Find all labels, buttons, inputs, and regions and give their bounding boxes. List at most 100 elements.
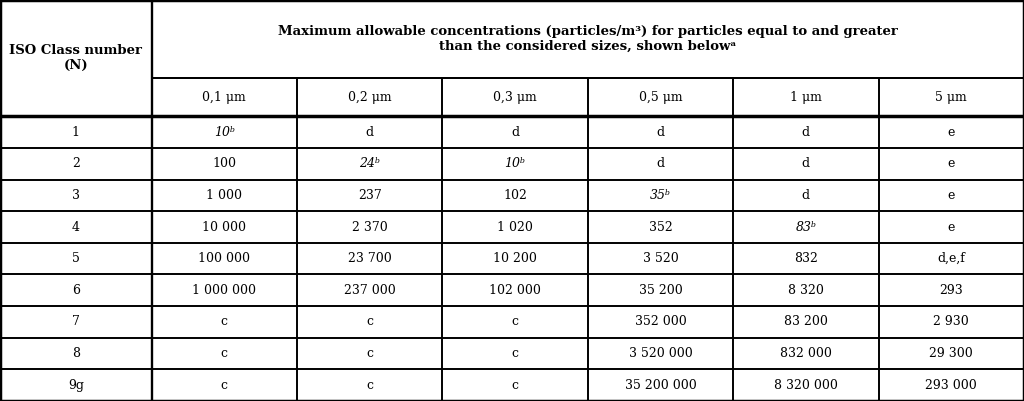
Bar <box>0 338 152 369</box>
Bar <box>588 338 733 369</box>
Bar <box>588 148 733 180</box>
Bar <box>152 180 297 211</box>
Text: 3 520: 3 520 <box>643 252 678 265</box>
Bar <box>442 243 588 274</box>
Bar <box>297 180 442 211</box>
Text: 0,1 μm: 0,1 μm <box>203 91 246 104</box>
Bar <box>297 180 442 211</box>
Text: 8 320: 8 320 <box>787 284 824 297</box>
Bar <box>879 243 1024 274</box>
Text: 1 020: 1 020 <box>497 221 534 233</box>
Text: 293: 293 <box>939 284 964 297</box>
Text: 100: 100 <box>212 157 237 170</box>
Bar <box>0 369 152 401</box>
Text: 102: 102 <box>503 189 527 202</box>
Bar <box>879 338 1024 369</box>
Bar <box>588 306 733 338</box>
Text: 832 000: 832 000 <box>780 347 831 360</box>
Bar <box>733 211 879 243</box>
Bar <box>152 369 297 401</box>
Text: e: e <box>947 221 955 233</box>
Text: 2 930: 2 930 <box>934 316 969 328</box>
Bar <box>0 0 152 116</box>
Text: 24ᵇ: 24ᵇ <box>359 157 380 170</box>
Bar <box>442 78 588 116</box>
Bar <box>152 243 297 274</box>
Text: d: d <box>802 126 810 139</box>
Text: 100 000: 100 000 <box>199 252 250 265</box>
Bar <box>588 148 733 180</box>
Text: e: e <box>947 126 955 139</box>
Bar <box>733 338 879 369</box>
Bar <box>297 369 442 401</box>
Bar <box>588 243 733 274</box>
Text: 7: 7 <box>72 316 80 328</box>
Text: d: d <box>511 126 519 139</box>
Text: c: c <box>367 347 373 360</box>
Bar <box>879 116 1024 148</box>
Bar <box>879 274 1024 306</box>
Bar <box>152 0 1024 78</box>
Bar <box>733 78 879 116</box>
Bar <box>733 243 879 274</box>
Bar <box>297 211 442 243</box>
Bar <box>152 116 297 148</box>
Bar <box>879 180 1024 211</box>
Bar <box>733 180 879 211</box>
Bar <box>297 78 442 116</box>
Bar <box>442 243 588 274</box>
Bar <box>879 243 1024 274</box>
Bar <box>152 243 297 274</box>
Bar <box>442 306 588 338</box>
Bar <box>588 180 733 211</box>
Bar <box>733 211 879 243</box>
Bar <box>0 211 152 243</box>
Bar <box>297 243 442 274</box>
Bar <box>588 78 733 116</box>
Bar <box>152 274 297 306</box>
Text: c: c <box>512 316 518 328</box>
Text: 35 200: 35 200 <box>639 284 682 297</box>
Bar <box>297 338 442 369</box>
Bar <box>297 211 442 243</box>
Bar <box>297 148 442 180</box>
Text: 10 000: 10 000 <box>203 221 246 233</box>
Bar <box>152 306 297 338</box>
Bar <box>297 306 442 338</box>
Bar <box>588 369 733 401</box>
Bar <box>442 274 588 306</box>
Text: 4: 4 <box>72 221 80 233</box>
Bar <box>0 274 152 306</box>
Bar <box>0 148 152 180</box>
Bar <box>879 180 1024 211</box>
Bar <box>442 78 588 116</box>
Bar <box>297 116 442 148</box>
Bar <box>442 306 588 338</box>
Bar <box>0 306 152 338</box>
Text: 5 μm: 5 μm <box>935 91 968 104</box>
Bar <box>733 369 879 401</box>
Bar <box>0 243 152 274</box>
Bar <box>0 148 152 180</box>
Text: d: d <box>366 126 374 139</box>
Text: Maximum allowable concentrations (particles/m³) for particles equal to and great: Maximum allowable concentrations (partic… <box>278 25 898 53</box>
Bar <box>152 211 297 243</box>
Text: 3 520 000: 3 520 000 <box>629 347 692 360</box>
Bar <box>0 306 152 338</box>
Bar <box>442 274 588 306</box>
Text: 2: 2 <box>72 157 80 170</box>
Bar <box>152 369 297 401</box>
Bar <box>297 78 442 116</box>
Text: 5: 5 <box>72 252 80 265</box>
Bar <box>442 369 588 401</box>
Bar <box>152 211 297 243</box>
Text: 102 000: 102 000 <box>489 284 541 297</box>
Text: d: d <box>802 157 810 170</box>
Bar <box>152 78 297 116</box>
Text: 293 000: 293 000 <box>926 379 977 392</box>
Bar <box>588 306 733 338</box>
Bar <box>442 148 588 180</box>
Bar <box>442 211 588 243</box>
Text: d: d <box>802 189 810 202</box>
Bar <box>879 211 1024 243</box>
